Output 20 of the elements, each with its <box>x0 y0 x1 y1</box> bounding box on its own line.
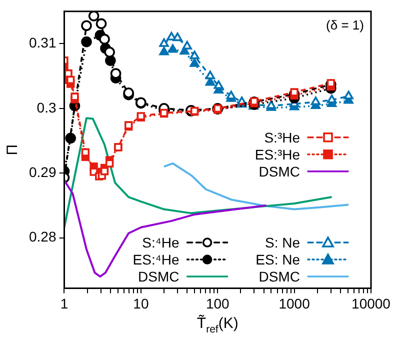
y-tick-label: 0.28 <box>29 228 56 245</box>
legend-label: ES: Ne <box>256 252 300 268</box>
annotation: (δ = 1) <box>326 17 364 32</box>
legend-label: ES:³He <box>254 146 300 162</box>
x-tick-label: 10000 <box>352 295 391 312</box>
legend-label: S:⁴He <box>142 234 180 251</box>
x-tick-label: 10 <box>133 295 149 312</box>
y-tick-label: 0.3 <box>36 99 56 116</box>
y-tick-label: 0.29 <box>29 164 56 180</box>
legend-label: S: Ne <box>264 234 300 251</box>
x-tick-label: 1 <box>60 295 68 312</box>
legend-label: DSMC <box>258 163 300 180</box>
x-tick-label: 100 <box>206 295 230 312</box>
legend-label: S:³He <box>264 129 300 146</box>
legend-label: DSMC <box>138 268 180 285</box>
y-axis-title: Π <box>4 144 22 156</box>
legend-label: DSMC <box>258 268 300 285</box>
y-tick-label: 0.31 <box>29 34 56 51</box>
x-tick-label: 1000 <box>278 295 310 312</box>
legend-label: ES:⁴He <box>132 252 180 268</box>
